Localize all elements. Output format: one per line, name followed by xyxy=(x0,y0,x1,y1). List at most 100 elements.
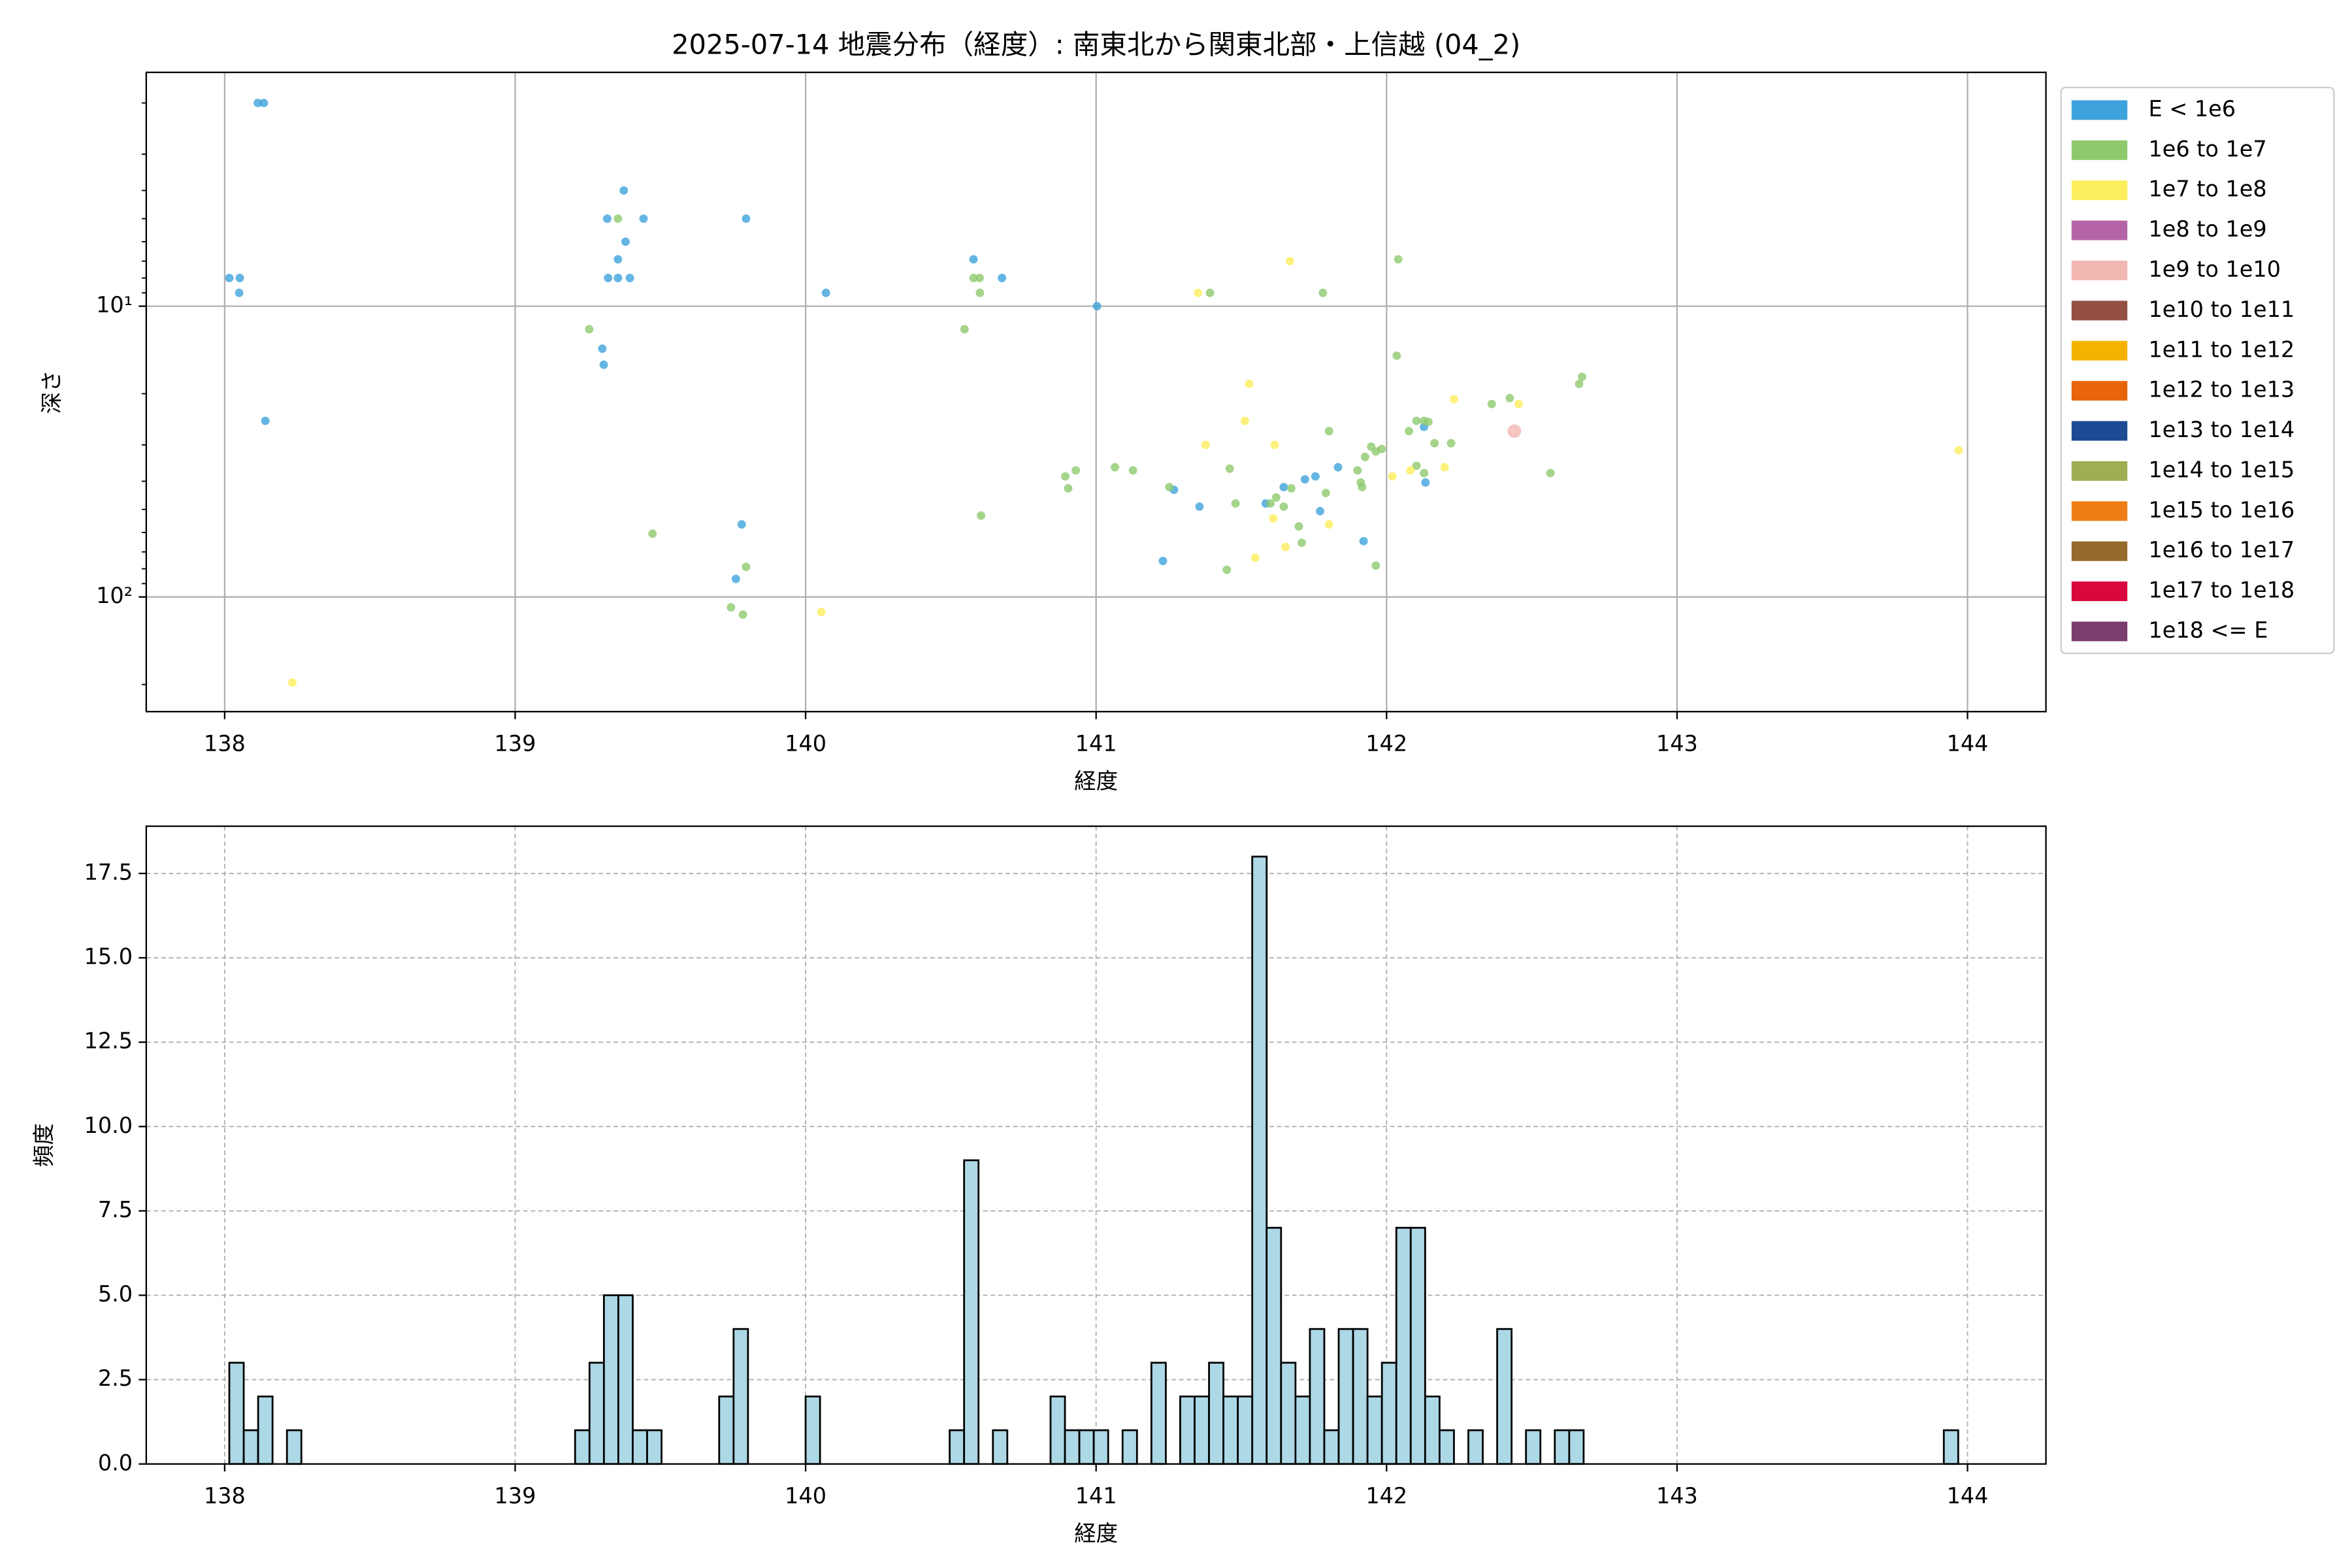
legend-label: 1e6 to 1e7 xyxy=(2148,136,2266,161)
hist-bar xyxy=(574,1429,591,1465)
scatter-point xyxy=(261,416,270,425)
hist-bar xyxy=(617,1294,634,1465)
hist-bar xyxy=(1352,1328,1369,1465)
scatter-point xyxy=(1300,475,1309,484)
plot-frame xyxy=(145,71,2047,713)
legend-label: 1e16 to 1e17 xyxy=(2148,537,2295,563)
hist-bar xyxy=(1078,1429,1095,1465)
scatter-point xyxy=(1271,493,1281,502)
scatter-point xyxy=(1353,466,1362,475)
scatter-point xyxy=(604,274,613,282)
scatter-point xyxy=(1392,351,1401,360)
scatter-point xyxy=(1514,399,1524,408)
scatter-point xyxy=(1250,553,1260,563)
scatter-point xyxy=(737,520,746,529)
legend-swatch xyxy=(2071,220,2128,240)
scatter-point xyxy=(585,325,594,334)
x-tick-label: 139 xyxy=(495,731,536,757)
hist-bar xyxy=(602,1294,619,1465)
plot-frame xyxy=(145,825,2047,1465)
hist-bar xyxy=(949,1429,966,1465)
hist-bar xyxy=(588,1362,605,1465)
scatter-point xyxy=(1201,440,1210,449)
scatter-point xyxy=(1205,288,1215,297)
scatter-point xyxy=(1281,542,1290,551)
scatter-point xyxy=(1360,452,1369,461)
hist-bar xyxy=(1266,1226,1282,1465)
legend-label: 1e7 to 1e8 xyxy=(2148,176,2266,202)
scatter-point xyxy=(1245,380,1254,388)
scatter-point xyxy=(1266,499,1275,508)
scatter-point xyxy=(1318,288,1328,297)
y-tick-label: 0.0 xyxy=(98,1450,133,1475)
legend-swatch xyxy=(2071,261,2128,280)
hist-bar xyxy=(1467,1429,1484,1465)
scatter-point xyxy=(975,274,984,282)
legend-swatch xyxy=(2071,541,2128,561)
scatter-point xyxy=(998,274,1007,282)
scatter-point xyxy=(1225,464,1234,473)
scatter-point xyxy=(1430,438,1439,448)
y-tick-label: 7.5 xyxy=(98,1197,133,1222)
legend-swatch xyxy=(2071,140,2128,160)
scatter-point xyxy=(1316,506,1324,515)
legend-swatch xyxy=(2071,340,2128,361)
scatter-point xyxy=(1421,478,1430,487)
scatter-point xyxy=(235,288,244,297)
chart-title: 2025-07-14 地震分布（経度）: 南東北から関東北部・上信越 (04_2… xyxy=(672,29,1520,61)
legend-swatch xyxy=(2071,381,2128,401)
scatter-point xyxy=(1507,424,1522,438)
hist-bar xyxy=(1309,1328,1326,1465)
scatter-point xyxy=(259,99,269,108)
scatter-point xyxy=(1195,502,1204,511)
scatter-point xyxy=(1222,565,1232,574)
hist-bar xyxy=(1208,1362,1224,1465)
scatter-point xyxy=(1394,255,1403,264)
scatter-point xyxy=(1287,483,1296,493)
scatter-point xyxy=(599,360,608,369)
scatter-point xyxy=(742,563,751,572)
scatter-point xyxy=(1358,483,1367,492)
scatter-point xyxy=(1359,536,1368,546)
scatter-point xyxy=(977,511,986,520)
scatter-point xyxy=(621,237,630,246)
scatter-point xyxy=(1285,257,1294,266)
scatter-point xyxy=(1298,538,1306,547)
scatter-point xyxy=(1321,489,1330,498)
hist-bar xyxy=(1525,1429,1542,1465)
scatter-point xyxy=(225,274,234,282)
legend-label: 1e11 to 1e12 xyxy=(2148,336,2295,362)
hist-bar xyxy=(1064,1429,1081,1465)
scatter-point xyxy=(817,608,826,617)
hist-bar xyxy=(732,1328,749,1465)
hist-bar xyxy=(1568,1429,1585,1465)
x-tick-label: 138 xyxy=(204,731,246,757)
scatter-point xyxy=(1061,472,1070,481)
x-tick-label: 144 xyxy=(1947,731,1989,757)
scatter-point xyxy=(613,255,623,264)
hist-bar xyxy=(963,1159,980,1465)
y-tick-label: 10² xyxy=(96,583,133,608)
legend-swatch xyxy=(2071,461,2128,481)
scatter-point xyxy=(1505,393,1514,402)
scatter-point xyxy=(1092,302,1102,311)
scatter-point xyxy=(1406,466,1415,475)
scatter-point xyxy=(1269,514,1278,523)
legend-label: 1e18 <= E xyxy=(2148,617,2268,643)
scatter-point xyxy=(1270,440,1279,449)
hist-bar xyxy=(1251,855,1268,1465)
y-tick-label: 15.0 xyxy=(84,944,133,970)
legend-swatch xyxy=(2071,501,2128,521)
x-tick-label: 144 xyxy=(1947,1483,1989,1509)
hist-bar xyxy=(632,1429,648,1465)
hist-bar xyxy=(1049,1396,1066,1465)
hist-bar xyxy=(1194,1396,1210,1465)
hist-bar xyxy=(1237,1396,1254,1465)
scatter-point xyxy=(742,214,751,223)
scatter-point xyxy=(1449,395,1458,404)
legend-label: 1e10 to 1e11 xyxy=(2148,297,2295,322)
scatter-point xyxy=(625,274,634,282)
